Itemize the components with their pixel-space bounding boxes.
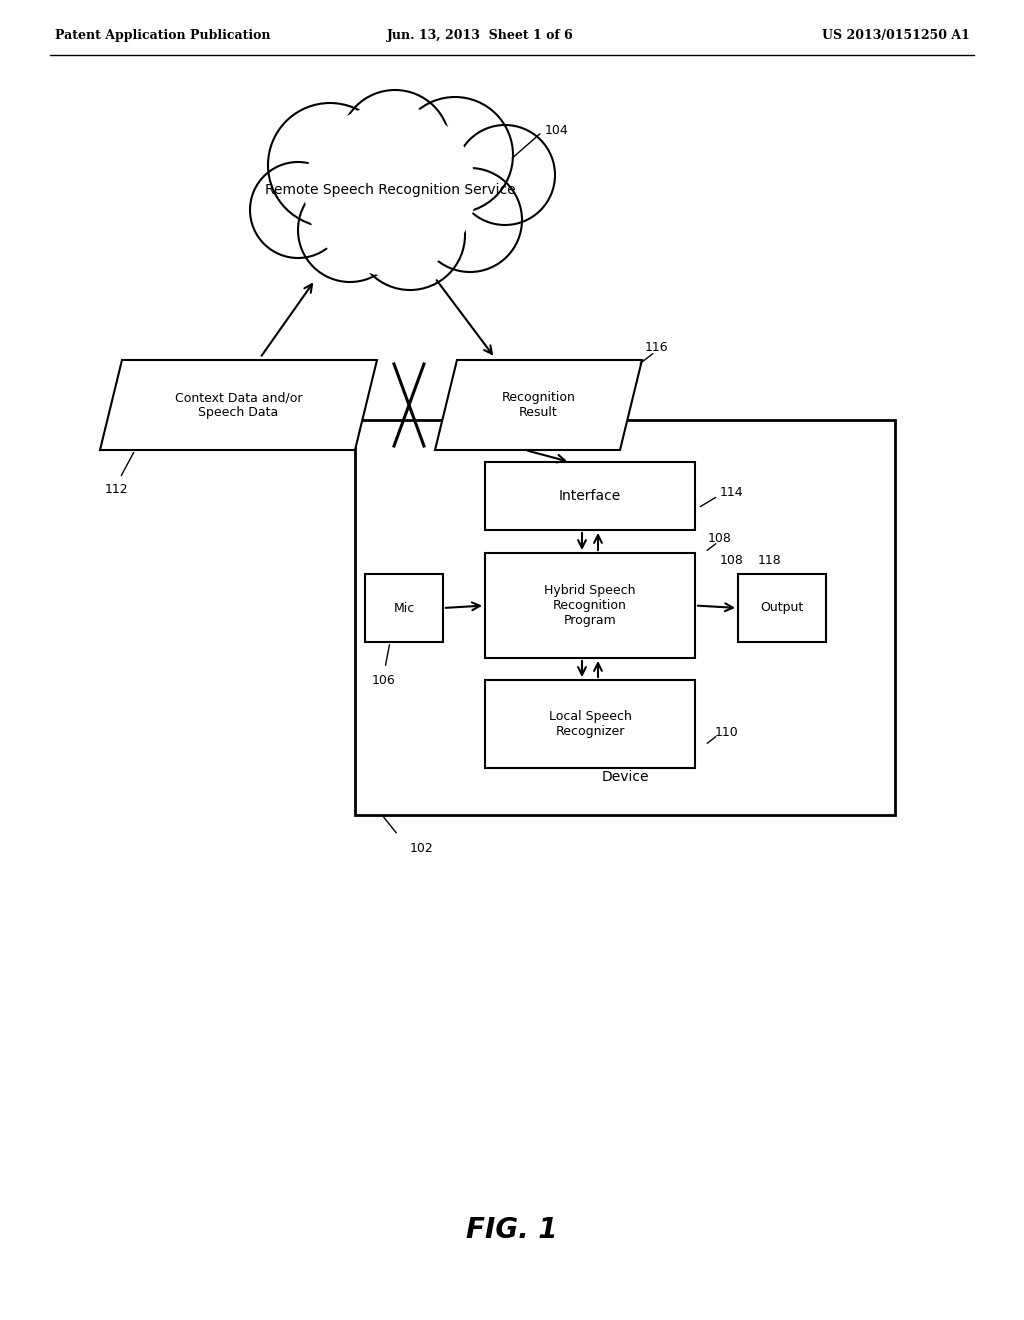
Text: Patent Application Publication: Patent Application Publication xyxy=(55,29,270,41)
Bar xyxy=(365,574,443,642)
Text: 118: 118 xyxy=(758,553,781,566)
Circle shape xyxy=(250,162,346,257)
Text: 110: 110 xyxy=(715,726,738,738)
Text: Jun. 13, 2013  Sheet 1 of 6: Jun. 13, 2013 Sheet 1 of 6 xyxy=(387,29,573,41)
Circle shape xyxy=(355,180,465,290)
Text: Context Data and/or
Speech Data: Context Data and/or Speech Data xyxy=(175,391,302,418)
Text: Output: Output xyxy=(761,602,804,615)
Text: Interface: Interface xyxy=(559,488,622,503)
Circle shape xyxy=(455,125,555,224)
Text: 114: 114 xyxy=(720,486,743,499)
Bar xyxy=(485,553,695,657)
Bar xyxy=(485,462,695,531)
Text: 102: 102 xyxy=(410,842,434,854)
Circle shape xyxy=(268,103,392,227)
Bar xyxy=(738,574,826,642)
Polygon shape xyxy=(435,360,642,450)
Text: Hybrid Speech
Recognition
Program: Hybrid Speech Recognition Program xyxy=(544,583,636,627)
Text: Recognition
Result: Recognition Result xyxy=(502,391,575,418)
Circle shape xyxy=(340,90,450,201)
Text: 106: 106 xyxy=(372,673,395,686)
Text: 104: 104 xyxy=(545,124,568,136)
Circle shape xyxy=(298,178,402,282)
Text: Local Speech
Recognizer: Local Speech Recognizer xyxy=(549,710,632,738)
Text: 116: 116 xyxy=(645,342,669,355)
Circle shape xyxy=(310,117,454,261)
Text: US 2013/0151250 A1: US 2013/0151250 A1 xyxy=(822,29,970,41)
Text: Device: Device xyxy=(601,770,649,784)
Bar xyxy=(485,680,695,768)
Circle shape xyxy=(305,106,475,275)
Text: 108: 108 xyxy=(720,553,743,566)
Text: Remote Speech Recognition Service: Remote Speech Recognition Service xyxy=(264,183,515,197)
Text: FIG. 1: FIG. 1 xyxy=(466,1216,558,1243)
Circle shape xyxy=(397,96,513,213)
Text: Mic: Mic xyxy=(393,602,415,615)
Text: 112: 112 xyxy=(105,483,129,496)
Text: 108: 108 xyxy=(708,532,732,544)
Circle shape xyxy=(418,168,522,272)
Polygon shape xyxy=(100,360,377,450)
Bar xyxy=(355,420,895,814)
